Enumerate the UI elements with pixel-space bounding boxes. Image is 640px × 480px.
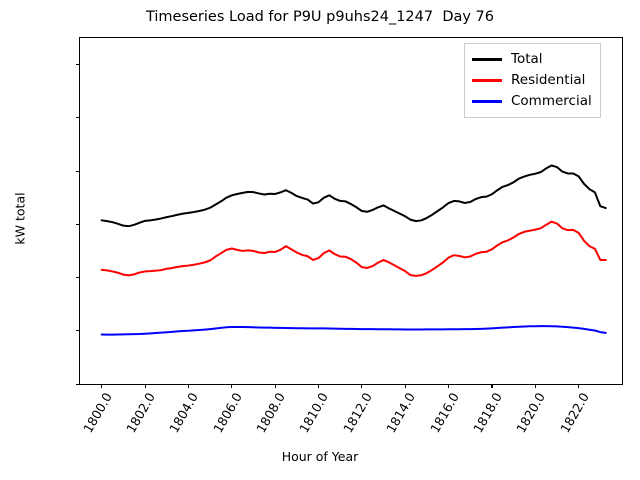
chart-title: Timeseries Load for P9U p9uhs24_1247 Day…	[145, 9, 495, 25]
y-axis-label: kW total	[12, 192, 28, 245]
x-tick-mark	[578, 384, 580, 388]
x-tick-label: 1814.0	[383, 390, 419, 436]
x-tick-label: 1804.0	[166, 390, 202, 436]
legend-label: Total	[511, 50, 543, 67]
y-tick-mark	[75, 170, 79, 172]
x-tick-mark	[491, 384, 493, 388]
series-lines	[100, 164, 607, 336]
y-tick-mark	[75, 117, 79, 119]
chart-legend: Total Residential Commercial	[464, 43, 601, 118]
x-tick-label: 1812.0	[339, 390, 375, 436]
x-tick-label: 1820.0	[513, 390, 549, 436]
legend-label: Commercial	[511, 92, 592, 109]
x-tick-mark	[231, 384, 233, 388]
legend-swatch-commercial	[472, 100, 502, 103]
legend-item-residential: Residential	[472, 70, 592, 91]
x-tick-label: 1802.0	[123, 390, 159, 436]
legend-label: Residential	[511, 71, 586, 88]
x-tick-mark	[361, 384, 363, 388]
series-line-total	[100, 164, 607, 228]
series-line-commercial	[100, 325, 607, 336]
legend-swatch-total	[472, 58, 502, 61]
x-tick-label: 1808.0	[253, 390, 289, 436]
plot-area	[79, 37, 623, 385]
x-tick-mark	[404, 384, 406, 388]
y-tick-mark	[75, 330, 79, 332]
x-tick-label: 1816.0	[426, 390, 462, 436]
x-tick-mark	[144, 384, 146, 388]
legend-item-commercial: Commercial	[472, 91, 592, 112]
y-tick-mark	[75, 277, 79, 279]
series-line-residential	[100, 220, 607, 277]
y-tick-mark	[75, 64, 79, 66]
x-tick-label: 1818.0	[470, 390, 505, 436]
x-tick-label: 1806.0	[209, 390, 245, 436]
x-tick-mark	[187, 384, 189, 388]
legend-item-total: Total	[472, 49, 592, 70]
x-tick-mark	[274, 384, 276, 388]
x-tick-mark	[101, 384, 103, 388]
x-tick-mark	[317, 384, 320, 388]
x-tick-mark	[448, 384, 450, 388]
x-tick-label: 1810.0	[296, 390, 332, 436]
x-tick-label: 1822.0	[556, 390, 592, 436]
x-tick-mark	[534, 384, 536, 388]
y-tick-mark	[75, 383, 79, 385]
y-tick-mark	[75, 223, 79, 225]
x-tick-label: 1800.0	[79, 390, 115, 436]
legend-swatch-residential	[472, 79, 502, 82]
x-axis-label: Hour of Year	[281, 449, 359, 464]
